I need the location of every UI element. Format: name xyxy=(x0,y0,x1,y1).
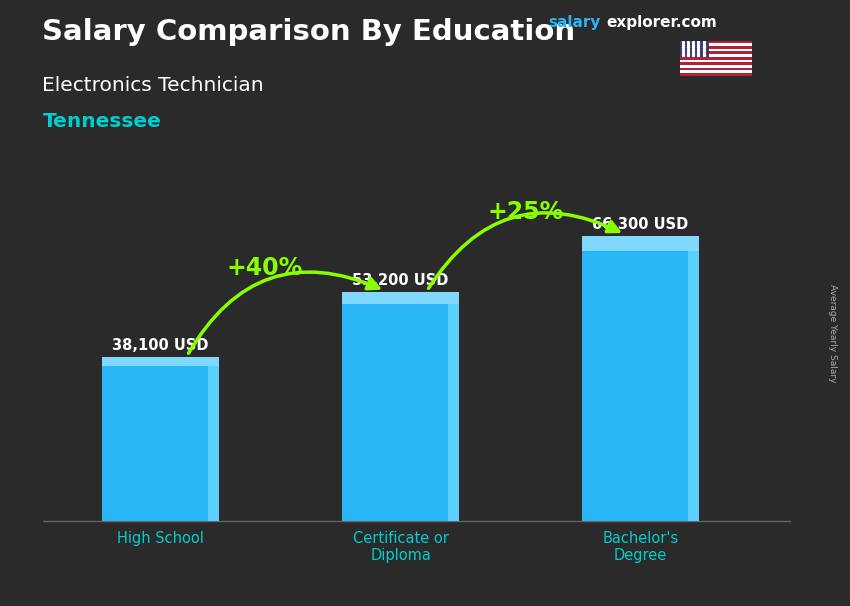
Bar xyxy=(680,48,752,52)
Text: salary: salary xyxy=(548,15,601,30)
Bar xyxy=(680,41,709,57)
Bar xyxy=(208,366,219,521)
FancyArrowPatch shape xyxy=(428,213,619,288)
Text: explorer.com: explorer.com xyxy=(606,15,717,30)
Text: Certificate or
Diploma: Certificate or Diploma xyxy=(353,531,449,563)
Text: Bachelor's
Degree: Bachelor's Degree xyxy=(603,531,678,563)
Bar xyxy=(582,251,688,521)
Bar xyxy=(680,43,752,46)
Text: Tennessee: Tennessee xyxy=(42,112,162,131)
Bar xyxy=(680,65,752,68)
Bar xyxy=(680,52,752,54)
Text: Salary Comparison By Education: Salary Comparison By Education xyxy=(42,18,575,46)
Text: +40%: +40% xyxy=(227,256,303,280)
Bar xyxy=(680,62,752,65)
Text: Electronics Technician: Electronics Technician xyxy=(42,76,264,95)
Bar xyxy=(343,292,459,304)
Bar xyxy=(582,236,699,251)
Bar xyxy=(680,46,752,48)
Bar xyxy=(680,57,752,59)
Text: 38,100 USD: 38,100 USD xyxy=(112,338,209,353)
Bar xyxy=(680,73,752,76)
FancyArrowPatch shape xyxy=(189,272,378,353)
Bar xyxy=(103,358,219,366)
Bar xyxy=(680,41,752,43)
Text: High School: High School xyxy=(117,531,204,546)
Text: 53,200 USD: 53,200 USD xyxy=(353,273,449,288)
Bar xyxy=(448,304,459,521)
Bar xyxy=(688,251,699,521)
Text: 66,300 USD: 66,300 USD xyxy=(592,217,688,232)
Text: Average Yearly Salary: Average Yearly Salary xyxy=(828,284,837,382)
Text: +25%: +25% xyxy=(488,200,564,224)
Bar xyxy=(680,68,752,70)
Bar xyxy=(680,54,752,57)
Bar xyxy=(680,59,752,62)
Bar xyxy=(343,304,448,521)
Bar xyxy=(680,70,752,73)
Bar xyxy=(103,366,208,521)
